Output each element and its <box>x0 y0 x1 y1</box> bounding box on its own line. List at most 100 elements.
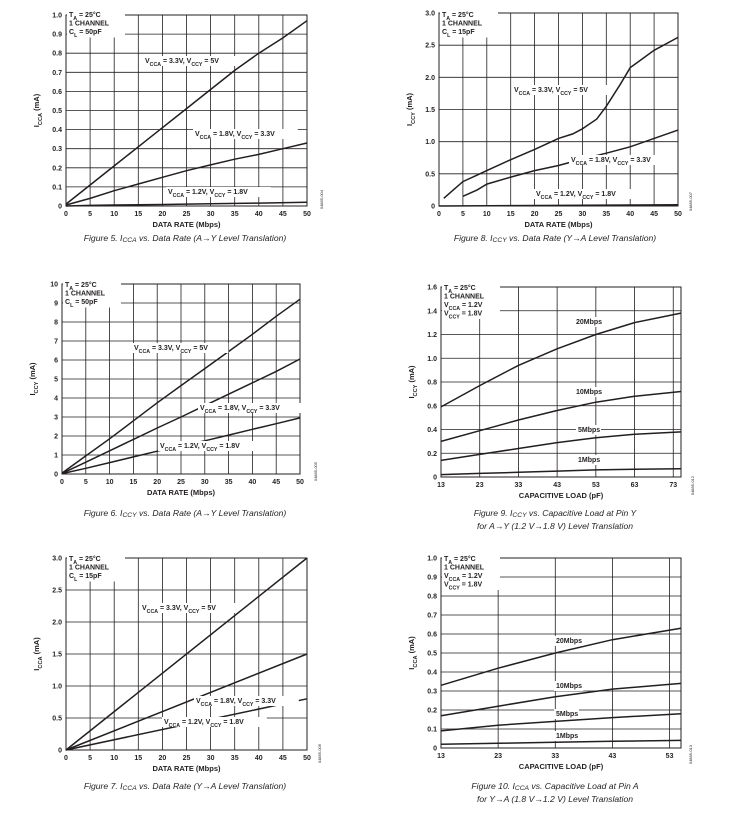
x-axis-label: DATA RATE (Mbps) <box>147 488 216 497</box>
chart-fig7: 0 5 10 15 20 25 30 35 40 45 50 0 0.5 1.0 1.5 2.0 2.5 3.0 D… <box>0 543 366 815</box>
condition-text: CL = 15pF <box>69 573 102 583</box>
y-tick-label: 1.4 <box>427 308 437 315</box>
series-label: 5Mbps <box>556 711 578 718</box>
x-tick-label: 15 <box>134 211 142 218</box>
x-tick-label: 10 <box>483 211 491 218</box>
series-line <box>61 298 301 474</box>
x-tick-label: 5 <box>88 755 92 762</box>
x-tick-label: 63 <box>631 482 639 489</box>
y-tick-label: 0.5 <box>52 108 62 115</box>
x-tick-label: 35 <box>231 211 239 218</box>
conditions-box <box>63 279 121 308</box>
y-tick-label: 3.0 <box>425 11 435 18</box>
x-tick-label: 45 <box>279 755 287 762</box>
x-tick-label: 20 <box>531 211 539 218</box>
caption-line: Figure 10. ICCA vs. Capacitive Load at P… <box>471 781 639 792</box>
series-label-bg <box>198 403 303 413</box>
series-line <box>440 467 682 476</box>
condition-text: CL = 50pF <box>69 29 102 39</box>
y-tick-label: 1.2 <box>427 332 437 339</box>
series-label: VCCA = 1.8V, VCCY = 3.3V <box>200 405 280 415</box>
chart-fig8-svg: 0 5 10 15 20 25 30 35 40 45 50 0 0.5 1.0 1.5 2.0 2.5 3.0 D… <box>405 9 682 229</box>
series-label-bg <box>569 155 674 165</box>
series-label-bg <box>576 455 601 465</box>
x-tick-label: 43 <box>553 482 561 489</box>
x-axis-label: DATA RATE (Mbps) <box>524 220 593 229</box>
conditions-box <box>442 282 500 319</box>
series-label: VCCA = 3.3V, VCCY = 5V <box>134 345 208 355</box>
y-tick-label: 0 <box>433 746 437 753</box>
condition-text: TA = 25°C <box>69 555 101 566</box>
series-label: VCCA = 1.8V, VCCY = 3.3V <box>571 157 651 167</box>
x-tick-label: 73 <box>669 482 677 489</box>
y-tick-label: 0 <box>433 475 437 482</box>
x-tick-label: 5 <box>461 211 465 218</box>
condition-text: CL = 50pF <box>65 299 98 309</box>
x-tick-label: 53 <box>666 753 674 760</box>
condition-text: VCCY = 1.8V <box>444 311 482 321</box>
series-label: 20Mbps <box>576 319 602 326</box>
x-tick-label: 33 <box>515 482 523 489</box>
y-tick-label: 6 <box>54 358 58 365</box>
x-tick-label: 25 <box>555 211 563 218</box>
caption-fig5: Figure 5. ICCA vs. Data Rate (A→Y Level … <box>40 233 330 246</box>
series-label-bg <box>193 129 298 139</box>
x-tick-label: 30 <box>207 211 215 218</box>
series-label-bg <box>158 441 263 451</box>
condition-text: 1 CHANNEL <box>444 565 485 572</box>
x-tick-label: 23 <box>476 482 484 489</box>
condition-text: VCCA = 1.2V <box>444 302 483 312</box>
y-tick-label: 0.9 <box>52 32 62 39</box>
y-tick-label: 2.0 <box>52 620 62 627</box>
conditions-box <box>440 9 498 38</box>
y-tick-label: 0.2 <box>427 708 437 715</box>
chart-fig9: 13 23 33 43 53 63 73 0 0.2 0.4 0.6 0.8 1.0 1.2 1.4 1.6 C… <box>366 270 733 530</box>
chart-fig8: 0 5 10 15 20 25 30 35 40 45 50 0 0.5 1.0 1.5 2.0 2.5 3.0 D… <box>366 0 733 250</box>
series-label: VCCA = 3.3V, VCCY = 5V <box>145 58 219 68</box>
condition-text: 1 CHANNEL <box>69 21 110 28</box>
x-tick-label: 15 <box>134 755 142 762</box>
caption-line: Figure 7. ICCA vs. Data Rate (Y→A Level … <box>83 781 287 792</box>
series-label-bg <box>166 187 271 197</box>
series-line <box>65 653 308 751</box>
x-tick-label: 45 <box>279 211 287 218</box>
x-tick-label: 0 <box>60 479 64 486</box>
y-tick-label: 3.0 <box>52 556 62 563</box>
series-line <box>438 203 679 207</box>
x-tick-label: 53 <box>592 482 600 489</box>
caption-fig7: Figure 7. ICCA vs. Data Rate (Y→A Level … <box>40 781 330 794</box>
series-line <box>65 557 308 751</box>
y-tick-label: 0.6 <box>427 632 437 639</box>
series-label-bg <box>554 731 579 741</box>
caption-line: Figure 6. ICCY vs. Data Rate (A→Y Level … <box>83 508 287 519</box>
y-tick-label: 5 <box>54 377 58 384</box>
series-label-bg <box>574 317 604 327</box>
y-tick-label: 0.1 <box>52 184 62 191</box>
caption-line: Figure 5. ICCA vs. Data Rate (A→Y Level … <box>83 233 287 244</box>
x-tick-label: 10 <box>110 755 118 762</box>
x-tick-label: 23 <box>494 753 502 760</box>
x-tick-label: 25 <box>177 479 185 486</box>
y-tick-label: 0 <box>54 472 58 479</box>
x-tick-label: 30 <box>207 755 215 762</box>
y-tick-label: 0.6 <box>52 89 62 96</box>
y-tick-label: 1.0 <box>52 13 62 20</box>
caption-line: Figure 9. ICCY vs. Capacitive Load at Pi… <box>473 508 637 519</box>
plot-frame <box>61 283 301 475</box>
y-axis-label: ICCY (mA) <box>405 92 417 126</box>
caption-line: Figure 8. ICCY vs. Data Rate (Y→A Level … <box>453 233 657 244</box>
series-line <box>440 739 682 745</box>
caption-fig10: Figure 10. ICCA vs. Capacitive Load at P… <box>400 781 710 805</box>
y-tick-label: 0.8 <box>427 594 437 601</box>
series-label: VCCA = 1.2V, VCCY = 1.8V <box>168 189 248 199</box>
x-tick-label: 15 <box>507 211 515 218</box>
y-tick-label: 0.4 <box>427 427 437 434</box>
series-line <box>440 312 682 408</box>
condition-text: TA = 25°C <box>442 11 474 22</box>
x-tick-label: 33 <box>551 753 559 760</box>
y-tick-label: 0.4 <box>52 127 62 134</box>
x-tick-label: 13 <box>437 753 445 760</box>
y-axis-label: ICCY (mA) <box>28 362 40 396</box>
series-label: VCCA = 1.8V, VCCY = 3.3V <box>196 698 276 708</box>
x-tick-label: 0 <box>64 211 68 218</box>
